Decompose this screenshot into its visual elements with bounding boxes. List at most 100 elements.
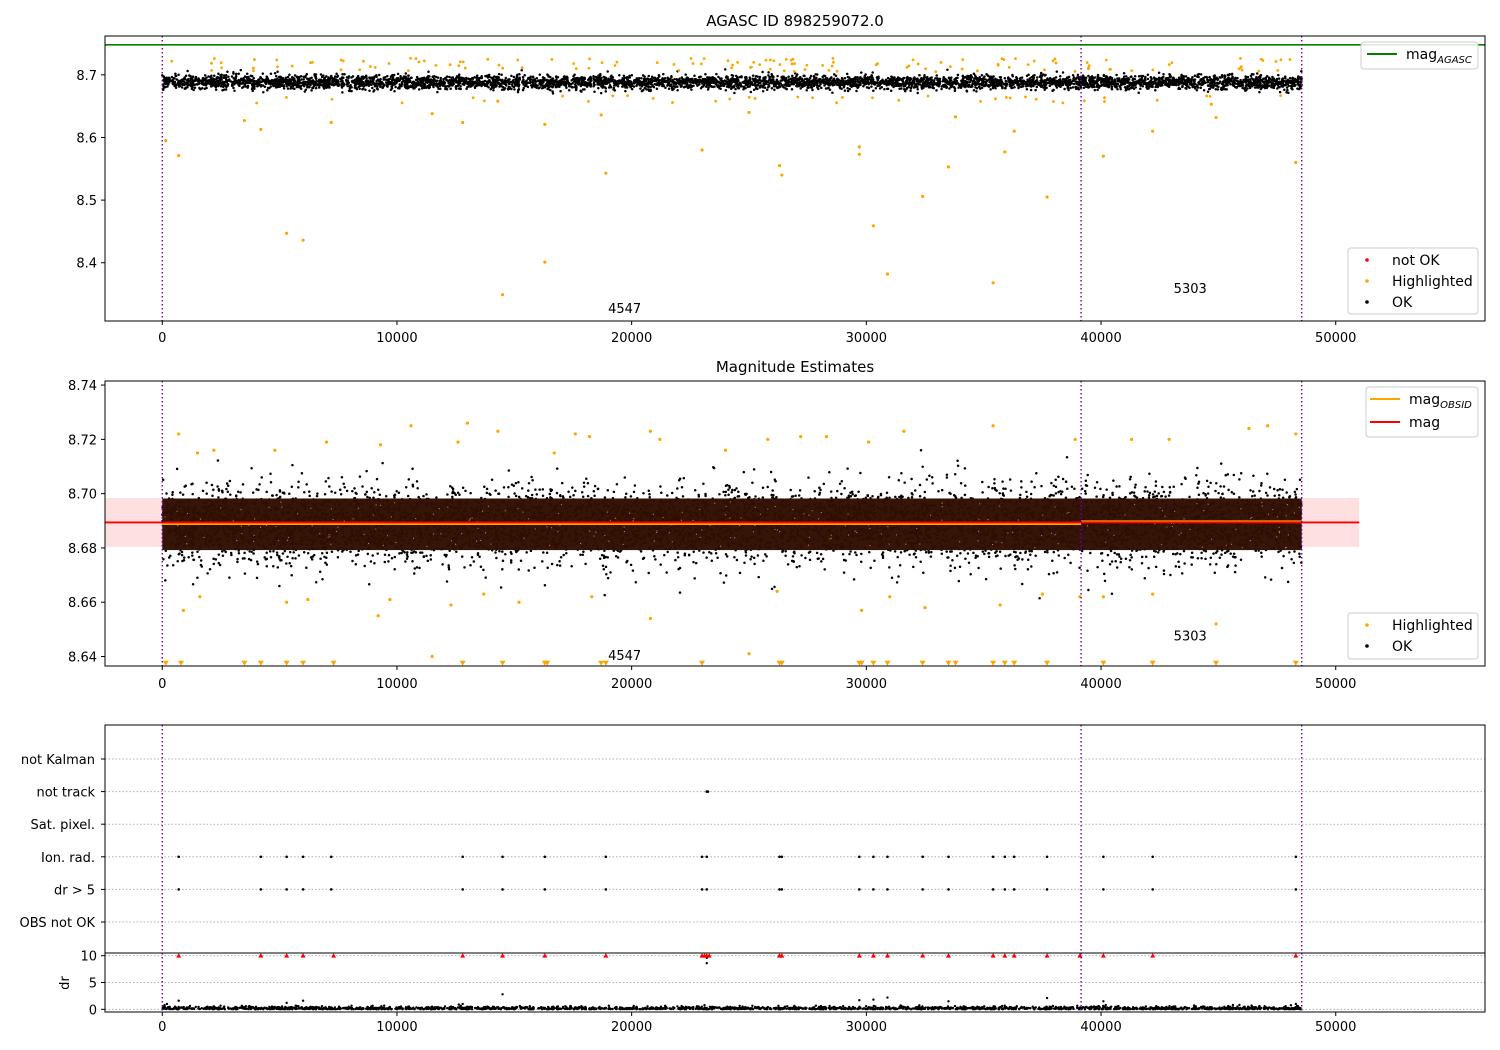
ok-point bbox=[793, 72, 797, 75]
ok-point bbox=[269, 72, 273, 75]
ok-point bbox=[1075, 80, 1079, 84]
ok-point bbox=[185, 81, 188, 85]
ok-point bbox=[1248, 86, 1252, 90]
ok-point bbox=[715, 82, 718, 85]
ok-point bbox=[1083, 82, 1086, 85]
ok-point bbox=[492, 89, 495, 92]
ok-point bbox=[372, 90, 375, 93]
ok-point bbox=[364, 88, 367, 92]
ok-point bbox=[230, 83, 234, 86]
ok-point bbox=[915, 82, 918, 86]
ok-point bbox=[683, 81, 687, 85]
ok-point bbox=[860, 71, 863, 74]
ok-point bbox=[1253, 82, 1256, 85]
ok-point bbox=[1164, 83, 1167, 87]
ok-point bbox=[820, 86, 823, 90]
ok-point bbox=[666, 76, 669, 79]
ok-point bbox=[299, 87, 303, 90]
ok-point bbox=[991, 84, 994, 87]
ok-point bbox=[633, 80, 637, 84]
ok-point bbox=[217, 72, 220, 75]
ok-point bbox=[911, 83, 914, 87]
ok-point bbox=[243, 75, 247, 78]
ok-point bbox=[702, 85, 705, 88]
ok-point bbox=[443, 85, 447, 88]
ok-point bbox=[918, 74, 921, 77]
ok-point bbox=[166, 85, 169, 88]
ok-point bbox=[953, 78, 956, 81]
ok-point bbox=[293, 83, 297, 87]
ok-point bbox=[191, 82, 195, 86]
ok-point bbox=[261, 84, 265, 87]
ok-point bbox=[224, 88, 228, 91]
ok-point bbox=[1264, 78, 1268, 82]
ok-point bbox=[1064, 81, 1068, 84]
ok-point bbox=[163, 76, 166, 80]
ok-point bbox=[403, 83, 407, 87]
ok-point bbox=[874, 87, 878, 90]
ok-point bbox=[777, 85, 781, 89]
ok-point bbox=[302, 80, 305, 84]
ok-point bbox=[558, 85, 561, 89]
ok-point bbox=[1071, 79, 1075, 83]
ok-point bbox=[194, 75, 198, 79]
ok-point bbox=[223, 88, 226, 91]
ok-point bbox=[1210, 81, 1213, 85]
ok-point bbox=[175, 78, 179, 81]
ok-point bbox=[1030, 85, 1033, 88]
ok-point bbox=[573, 73, 576, 77]
ok-point bbox=[518, 78, 522, 81]
ok-point bbox=[1222, 79, 1226, 83]
ok-point bbox=[551, 85, 555, 88]
ok-point bbox=[432, 80, 435, 83]
ok-point bbox=[1102, 83, 1106, 87]
ok-point bbox=[531, 81, 534, 84]
ok-point bbox=[1034, 88, 1037, 92]
ok-point bbox=[989, 88, 992, 91]
ok-point bbox=[682, 85, 686, 89]
ok-point bbox=[1249, 81, 1253, 85]
ok-point bbox=[625, 77, 629, 81]
ok-point bbox=[1051, 81, 1055, 85]
ok-point bbox=[347, 75, 351, 78]
ok-point bbox=[1048, 80, 1052, 83]
ok-point bbox=[968, 80, 972, 84]
ok-point bbox=[355, 86, 358, 90]
ok-point bbox=[1017, 86, 1020, 90]
ok-point bbox=[1194, 83, 1197, 86]
ok-point bbox=[422, 85, 426, 88]
ok-point bbox=[1067, 88, 1070, 92]
ok-point bbox=[508, 85, 511, 89]
ok-point bbox=[721, 79, 725, 83]
ok-point bbox=[856, 80, 860, 83]
ok-point bbox=[1048, 84, 1052, 88]
ok-point bbox=[482, 81, 485, 84]
ok-point bbox=[332, 83, 336, 87]
ok-point bbox=[824, 87, 828, 90]
ok-point bbox=[395, 81, 398, 85]
ok-point bbox=[661, 77, 664, 80]
ok-point bbox=[846, 89, 850, 93]
ok-point bbox=[581, 88, 585, 91]
ok-point bbox=[655, 87, 659, 91]
ok-point bbox=[734, 87, 737, 91]
ok-point bbox=[241, 81, 245, 85]
ok-point bbox=[796, 73, 799, 76]
ok-point bbox=[983, 81, 987, 84]
ok-point bbox=[676, 88, 679, 92]
ok-point bbox=[649, 86, 652, 89]
ok-point bbox=[320, 75, 324, 79]
ok-point bbox=[419, 79, 422, 82]
ok-point bbox=[449, 87, 452, 90]
ok-point bbox=[934, 77, 937, 80]
ok-point bbox=[709, 76, 713, 80]
ok-point bbox=[862, 85, 865, 88]
ok-point bbox=[252, 76, 256, 80]
ok-point bbox=[227, 75, 230, 79]
ok-point bbox=[553, 79, 557, 83]
ok-point bbox=[967, 83, 971, 87]
ok-point bbox=[517, 88, 521, 91]
ok-point bbox=[1227, 76, 1230, 79]
ok-point bbox=[1264, 76, 1268, 80]
ok-point bbox=[964, 85, 967, 89]
